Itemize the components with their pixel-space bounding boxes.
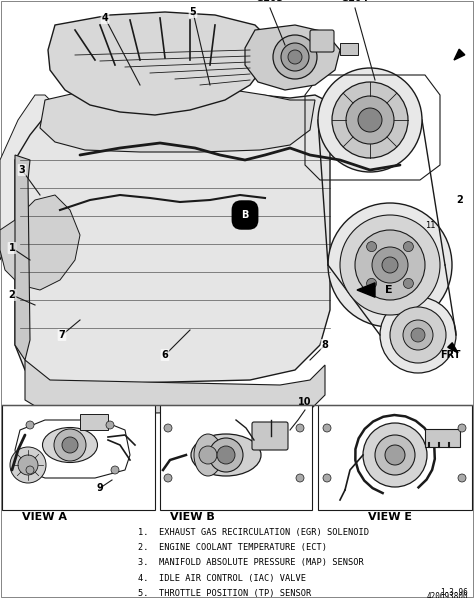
Circle shape [288, 50, 302, 64]
Text: 1-3-96: 1-3-96 [440, 588, 468, 597]
Text: 3.  MANIFOLD ABSOLUTE PRESSURE (MAP) SENSOR: 3. MANIFOLD ABSOLUTE PRESSURE (MAP) SENS… [138, 559, 364, 568]
Text: 7: 7 [59, 330, 65, 340]
Circle shape [363, 423, 427, 487]
Circle shape [458, 474, 466, 482]
Circle shape [366, 279, 377, 288]
Bar [2, 405, 155, 510]
Ellipse shape [194, 434, 222, 476]
Polygon shape [0, 95, 65, 260]
Polygon shape [15, 95, 330, 385]
Circle shape [106, 421, 114, 429]
Text: 11: 11 [425, 221, 435, 230]
Circle shape [380, 297, 456, 373]
Text: FRT: FRT [440, 350, 461, 360]
Bar [425, 429, 460, 447]
Circle shape [164, 474, 172, 482]
Text: 2: 2 [9, 290, 15, 300]
FancyBboxPatch shape [310, 30, 334, 52]
Circle shape [217, 446, 235, 464]
Polygon shape [40, 86, 315, 152]
Circle shape [296, 474, 304, 482]
Circle shape [340, 215, 440, 315]
Polygon shape [48, 12, 270, 115]
Circle shape [164, 424, 172, 432]
Ellipse shape [191, 434, 261, 476]
Text: E: E [385, 285, 392, 295]
Circle shape [390, 307, 446, 363]
Text: 5.  THROTTLE POSITION (TP) SENSOR: 5. THROTTLE POSITION (TP) SENSOR [138, 589, 311, 598]
FancyBboxPatch shape [252, 422, 288, 450]
Circle shape [296, 424, 304, 432]
Text: 1: 1 [9, 243, 15, 253]
Circle shape [18, 455, 38, 475]
Text: 1.  EXHAUST GAS RECIRCULATION (EGR) SOLENOID: 1. EXHAUST GAS RECIRCULATION (EGR) SOLEN… [138, 528, 369, 537]
Circle shape [323, 424, 331, 432]
Circle shape [209, 438, 243, 472]
Circle shape [355, 230, 425, 300]
Circle shape [411, 328, 425, 342]
Circle shape [403, 279, 413, 288]
Bar [340, 43, 358, 55]
Text: 6: 6 [162, 350, 168, 360]
Circle shape [323, 474, 331, 482]
Text: G104: G104 [341, 0, 369, 3]
Circle shape [199, 446, 217, 464]
Circle shape [375, 435, 415, 475]
Polygon shape [25, 360, 325, 415]
Polygon shape [245, 25, 340, 90]
Circle shape [62, 437, 78, 453]
Text: 4.  IDLE AIR CONTROL (IAC) VALVE: 4. IDLE AIR CONTROL (IAC) VALVE [138, 573, 306, 582]
Circle shape [10, 447, 46, 483]
Text: G103: G103 [256, 0, 284, 3]
Circle shape [26, 466, 34, 474]
Text: VIEW E: VIEW E [368, 512, 412, 522]
Text: VIEW B: VIEW B [170, 512, 214, 522]
Circle shape [273, 35, 317, 79]
Circle shape [328, 203, 452, 327]
Circle shape [372, 247, 408, 283]
Circle shape [26, 421, 34, 429]
Circle shape [458, 424, 466, 432]
Text: 5: 5 [190, 7, 196, 17]
Polygon shape [0, 195, 80, 290]
Circle shape [403, 320, 433, 350]
Circle shape [358, 108, 382, 132]
Circle shape [111, 466, 119, 474]
Circle shape [318, 68, 422, 172]
Bar [318, 405, 472, 510]
Circle shape [346, 96, 394, 144]
Text: 3: 3 [18, 165, 26, 175]
Circle shape [54, 429, 86, 461]
Text: 420693800: 420693800 [427, 592, 468, 598]
Text: B: B [241, 210, 249, 220]
Circle shape [385, 445, 405, 465]
Polygon shape [15, 155, 30, 360]
Circle shape [382, 257, 398, 273]
Text: 10: 10 [298, 397, 312, 407]
Circle shape [366, 242, 377, 252]
Bar [160, 405, 312, 510]
Text: 4: 4 [101, 13, 109, 23]
Polygon shape [448, 343, 458, 353]
Polygon shape [357, 283, 375, 297]
Ellipse shape [43, 428, 98, 462]
Bar [80, 414, 108, 430]
Text: 2.  ENGINE COOLANT TEMPERATURE (ECT): 2. ENGINE COOLANT TEMPERATURE (ECT) [138, 543, 327, 552]
Text: 9: 9 [97, 483, 103, 493]
Circle shape [403, 242, 413, 252]
Text: 8: 8 [321, 340, 328, 350]
Circle shape [332, 82, 408, 158]
Text: VIEW A: VIEW A [22, 512, 67, 522]
Circle shape [281, 43, 309, 71]
Polygon shape [454, 49, 465, 60]
Text: 2: 2 [456, 195, 464, 205]
